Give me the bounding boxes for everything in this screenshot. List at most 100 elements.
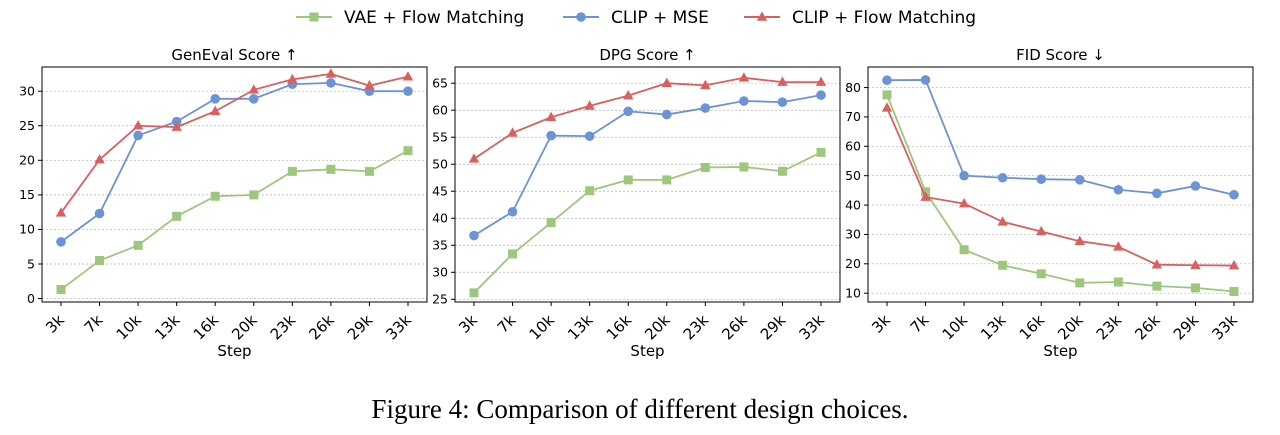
data-point-square xyxy=(1190,283,1200,293)
x-tick-label: 7k xyxy=(907,311,933,337)
data-point-square xyxy=(403,146,413,156)
x-axis-label: Step xyxy=(217,342,251,360)
legend-label: VAE + Flow Matching xyxy=(344,8,524,28)
data-point-square xyxy=(546,218,556,228)
data-point-triangle xyxy=(881,102,893,112)
data-point-triangle xyxy=(210,105,221,116)
series-clip-flow-matching xyxy=(55,68,414,217)
data-point-circle xyxy=(210,93,221,104)
legend-marker-square xyxy=(309,12,319,22)
y-tick-label: 65 xyxy=(432,76,448,91)
y-tick-label: 10 xyxy=(845,285,861,300)
x-tick-label: 20k xyxy=(228,311,261,344)
x-tick-label: 3k xyxy=(868,311,894,337)
data-point-circle xyxy=(959,170,969,181)
data-point-square xyxy=(777,166,787,176)
x-tick-label: 26k xyxy=(305,311,338,344)
data-point-circle xyxy=(56,237,66,247)
y-tick-label: 30 xyxy=(432,265,448,280)
data-point-circle xyxy=(661,109,672,120)
legend-label: CLIP + Flow Matching xyxy=(792,8,976,28)
series-clip-flow-matching xyxy=(468,72,827,163)
data-point-circle xyxy=(777,97,788,107)
data-point-square xyxy=(662,175,672,185)
x-tick-label: 20k xyxy=(641,311,674,344)
data-point-square xyxy=(249,190,259,200)
data-point-circle xyxy=(546,130,556,141)
legend-label: CLIP + MSE xyxy=(611,8,709,28)
data-point-triangle xyxy=(1228,259,1240,270)
y-tick-label: 80 xyxy=(845,80,861,95)
series-vae-flow-matching xyxy=(882,90,1239,296)
data-point-circle xyxy=(133,130,143,141)
panel-title: GenEval Score ↑ xyxy=(171,46,297,64)
legend: VAE + Flow Matching CLIP + MSE CLIP + Flow… xyxy=(296,8,976,28)
data-point-square xyxy=(95,256,105,266)
data-point-square xyxy=(1075,278,1085,288)
data-point-square xyxy=(56,285,66,295)
data-point-circle xyxy=(1113,184,1124,195)
y-tick-label: 5 xyxy=(27,256,35,271)
data-point-circle xyxy=(882,75,892,86)
panel-fid-score: 10 20 30 40 50 60 70 80 3k 7k 10k 13k 16k 20k 23k 26k 29… xyxy=(845,46,1254,360)
data-point-triangle xyxy=(738,72,750,82)
data-point-circle xyxy=(469,230,479,241)
data-point-triangle xyxy=(815,76,827,86)
y-tick-label: 30 xyxy=(845,227,861,242)
y-tick-label: 15 xyxy=(19,187,35,202)
series-line xyxy=(886,107,1235,267)
panel-geneval-score: 0 5 10 15 20 25 30 3k 7k 10k 13k 16k 20k 23k 26k 29k 33k… xyxy=(19,46,428,360)
panel-dpg-score: 25 30 35 40 45 50 55 60 65 3k 7k 10k 13k 16k 20k 23k 26k… xyxy=(432,46,841,360)
data-point-square xyxy=(816,147,826,157)
data-point-circle xyxy=(920,75,931,85)
y-tick-label: 50 xyxy=(432,157,448,172)
x-tick-label: 7k xyxy=(81,311,107,337)
data-point-circle xyxy=(584,131,595,141)
x-tick-label: 13k xyxy=(564,311,597,344)
x-tick-label: 23k xyxy=(680,311,713,344)
data-point-circle xyxy=(1036,174,1047,185)
data-point-circle xyxy=(1074,175,1085,185)
data-point-triangle xyxy=(171,121,182,131)
data-point-triangle xyxy=(287,73,298,84)
data-point-triangle xyxy=(584,100,595,110)
axes-frame xyxy=(454,66,841,303)
legend-marker-circle xyxy=(576,12,586,22)
y-tick-label: 10 xyxy=(19,222,35,237)
series-line xyxy=(886,94,1235,293)
data-point-circle xyxy=(248,93,259,104)
data-point-square xyxy=(172,211,182,221)
series-line xyxy=(473,151,822,294)
data-point-circle xyxy=(1190,181,1201,191)
x-tick-label: 20k xyxy=(1054,311,1087,344)
data-point-circle xyxy=(1152,188,1162,199)
data-point-square xyxy=(469,288,479,298)
data-point-circle xyxy=(739,96,749,106)
data-point-square xyxy=(623,175,633,185)
series-line xyxy=(60,81,408,243)
y-tick-label: 50 xyxy=(845,168,861,183)
data-point-square xyxy=(133,240,143,250)
y-tick-label: 45 xyxy=(432,184,448,199)
y-tick-label: 55 xyxy=(432,130,448,145)
data-point-circle xyxy=(816,90,826,100)
data-point-triangle xyxy=(1190,259,1201,270)
y-tick-label: 0 xyxy=(27,291,35,306)
x-tick-label: 10k xyxy=(113,311,146,344)
data-point-triangle xyxy=(132,120,144,130)
data-point-triangle xyxy=(507,127,518,137)
x-tick-label: 29k xyxy=(344,311,377,344)
series-vae-flow-matching xyxy=(56,146,413,295)
x-tick-label: 16k xyxy=(1016,311,1049,344)
data-point-square xyxy=(326,164,336,174)
data-point-square xyxy=(508,249,518,259)
y-tick-label: 25 xyxy=(19,118,35,133)
data-point-square xyxy=(1229,286,1239,296)
series-line xyxy=(60,149,409,291)
data-point-circle xyxy=(326,78,336,88)
data-point-circle xyxy=(1229,189,1239,200)
axes-frame xyxy=(41,66,428,303)
data-point-triangle xyxy=(700,79,711,90)
data-point-triangle xyxy=(997,216,1008,226)
